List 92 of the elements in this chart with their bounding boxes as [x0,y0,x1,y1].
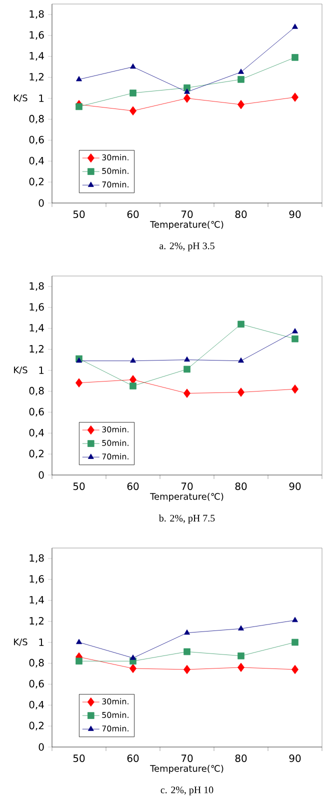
x-tick-label: 90 [289,482,301,490]
y-axis-title: K/S [14,638,28,646]
point [292,24,298,29]
point [238,100,244,110]
point [76,658,82,665]
x-tick-label: 60 [127,210,139,218]
y-axis-title: K/S [14,94,28,102]
point [130,106,136,116]
y-tick-label: 0,6 [29,136,44,144]
point [292,664,298,674]
point [76,638,82,644]
x-tick-label: 90 [289,754,301,762]
text: c. 2%, pH 10 [160,786,214,796]
point [184,94,190,103]
point [238,76,244,83]
y-tick-label: 1,8 [30,10,44,19]
point [292,335,298,342]
point [292,616,298,622]
x-tick-label: 50 [73,210,85,218]
x-tick-label: 80 [235,210,247,218]
y-tick-label: 0,2 [29,178,44,186]
point [76,103,82,110]
y-tick-label: 0,8 [29,386,44,396]
x-tick-label: 70 [181,210,193,218]
y-tick-label: 0,8 [29,114,44,124]
point [130,63,136,69]
y-tick-label: 1,6 [30,303,44,312]
y-tick-label: 1,4 [30,52,44,61]
y-tick-label: 0,6 [29,408,44,416]
x-tick-label: 60 [127,754,139,762]
point [292,384,298,394]
point [130,382,136,390]
point [184,648,190,656]
y-tick-label: 1,2 [30,617,44,626]
y-tick-label: 1,2 [30,345,44,354]
y-tick-label: 1,6 [30,575,44,584]
y-tick-label: 1 [39,94,44,102]
y-tick-label: 1 [39,638,44,646]
y-tick-label: 0,2 [29,450,44,458]
point [238,68,244,74]
y-tick-label: 1,8 [30,282,44,291]
y-tick-label: 0 [38,743,44,751]
x-axis-title: Temperature(℃) [150,764,224,774]
y-tick-label: 1 [39,366,44,374]
x-tick-label: 60 [127,482,139,490]
y-axis-title: K/S [14,366,28,374]
point [130,90,136,96]
point [130,357,136,363]
y-tick-label: 1,4 [30,324,44,333]
point [292,54,298,61]
x-tick-label: 80 [235,754,247,762]
x-tick-label: 70 [181,482,193,490]
point [184,664,190,674]
x-tick-label: 80 [235,482,247,490]
y-tick-label: 1,6 [30,31,44,40]
point [238,625,244,630]
point [184,356,190,362]
point [76,76,82,82]
point [292,328,298,334]
point [292,638,298,646]
point [238,662,244,672]
x-tick-label: 50 [73,754,85,762]
x-axis-title: Temperature(℃) [150,492,224,502]
y-tick-label: 0,8 [29,658,44,668]
point [238,652,244,660]
x-axis-title: Temperature(℃) [150,220,224,230]
y-tick-label: 0,6 [29,680,44,688]
x-tick-label: 50 [73,482,85,490]
point [238,320,244,328]
text: b. 2%, pH 7.5 [158,514,215,524]
y-tick-label: 0,4 [29,428,44,438]
x-tick-label: 90 [289,210,301,218]
x-tick-label: 70 [181,754,193,762]
point [184,388,190,398]
point [130,664,136,674]
point [76,378,82,388]
y-tick-label: 1,4 [30,596,44,605]
point [238,388,244,397]
y-tick-label: 0,4 [29,700,44,710]
y-tick-label: 1,8 [30,554,44,563]
y-tick-label: 0 [38,471,44,479]
text: a. 2%, pH 3.5 [160,242,214,252]
y-tick-label: 1,2 [30,73,44,82]
y-tick-label: 0,2 [29,722,44,730]
point [184,88,190,94]
y-tick-label: 0,4 [29,156,44,166]
point [130,654,136,660]
point [184,629,190,635]
point [292,92,298,102]
point [184,366,190,373]
point [238,357,244,363]
y-tick-label: 0 [38,199,44,207]
